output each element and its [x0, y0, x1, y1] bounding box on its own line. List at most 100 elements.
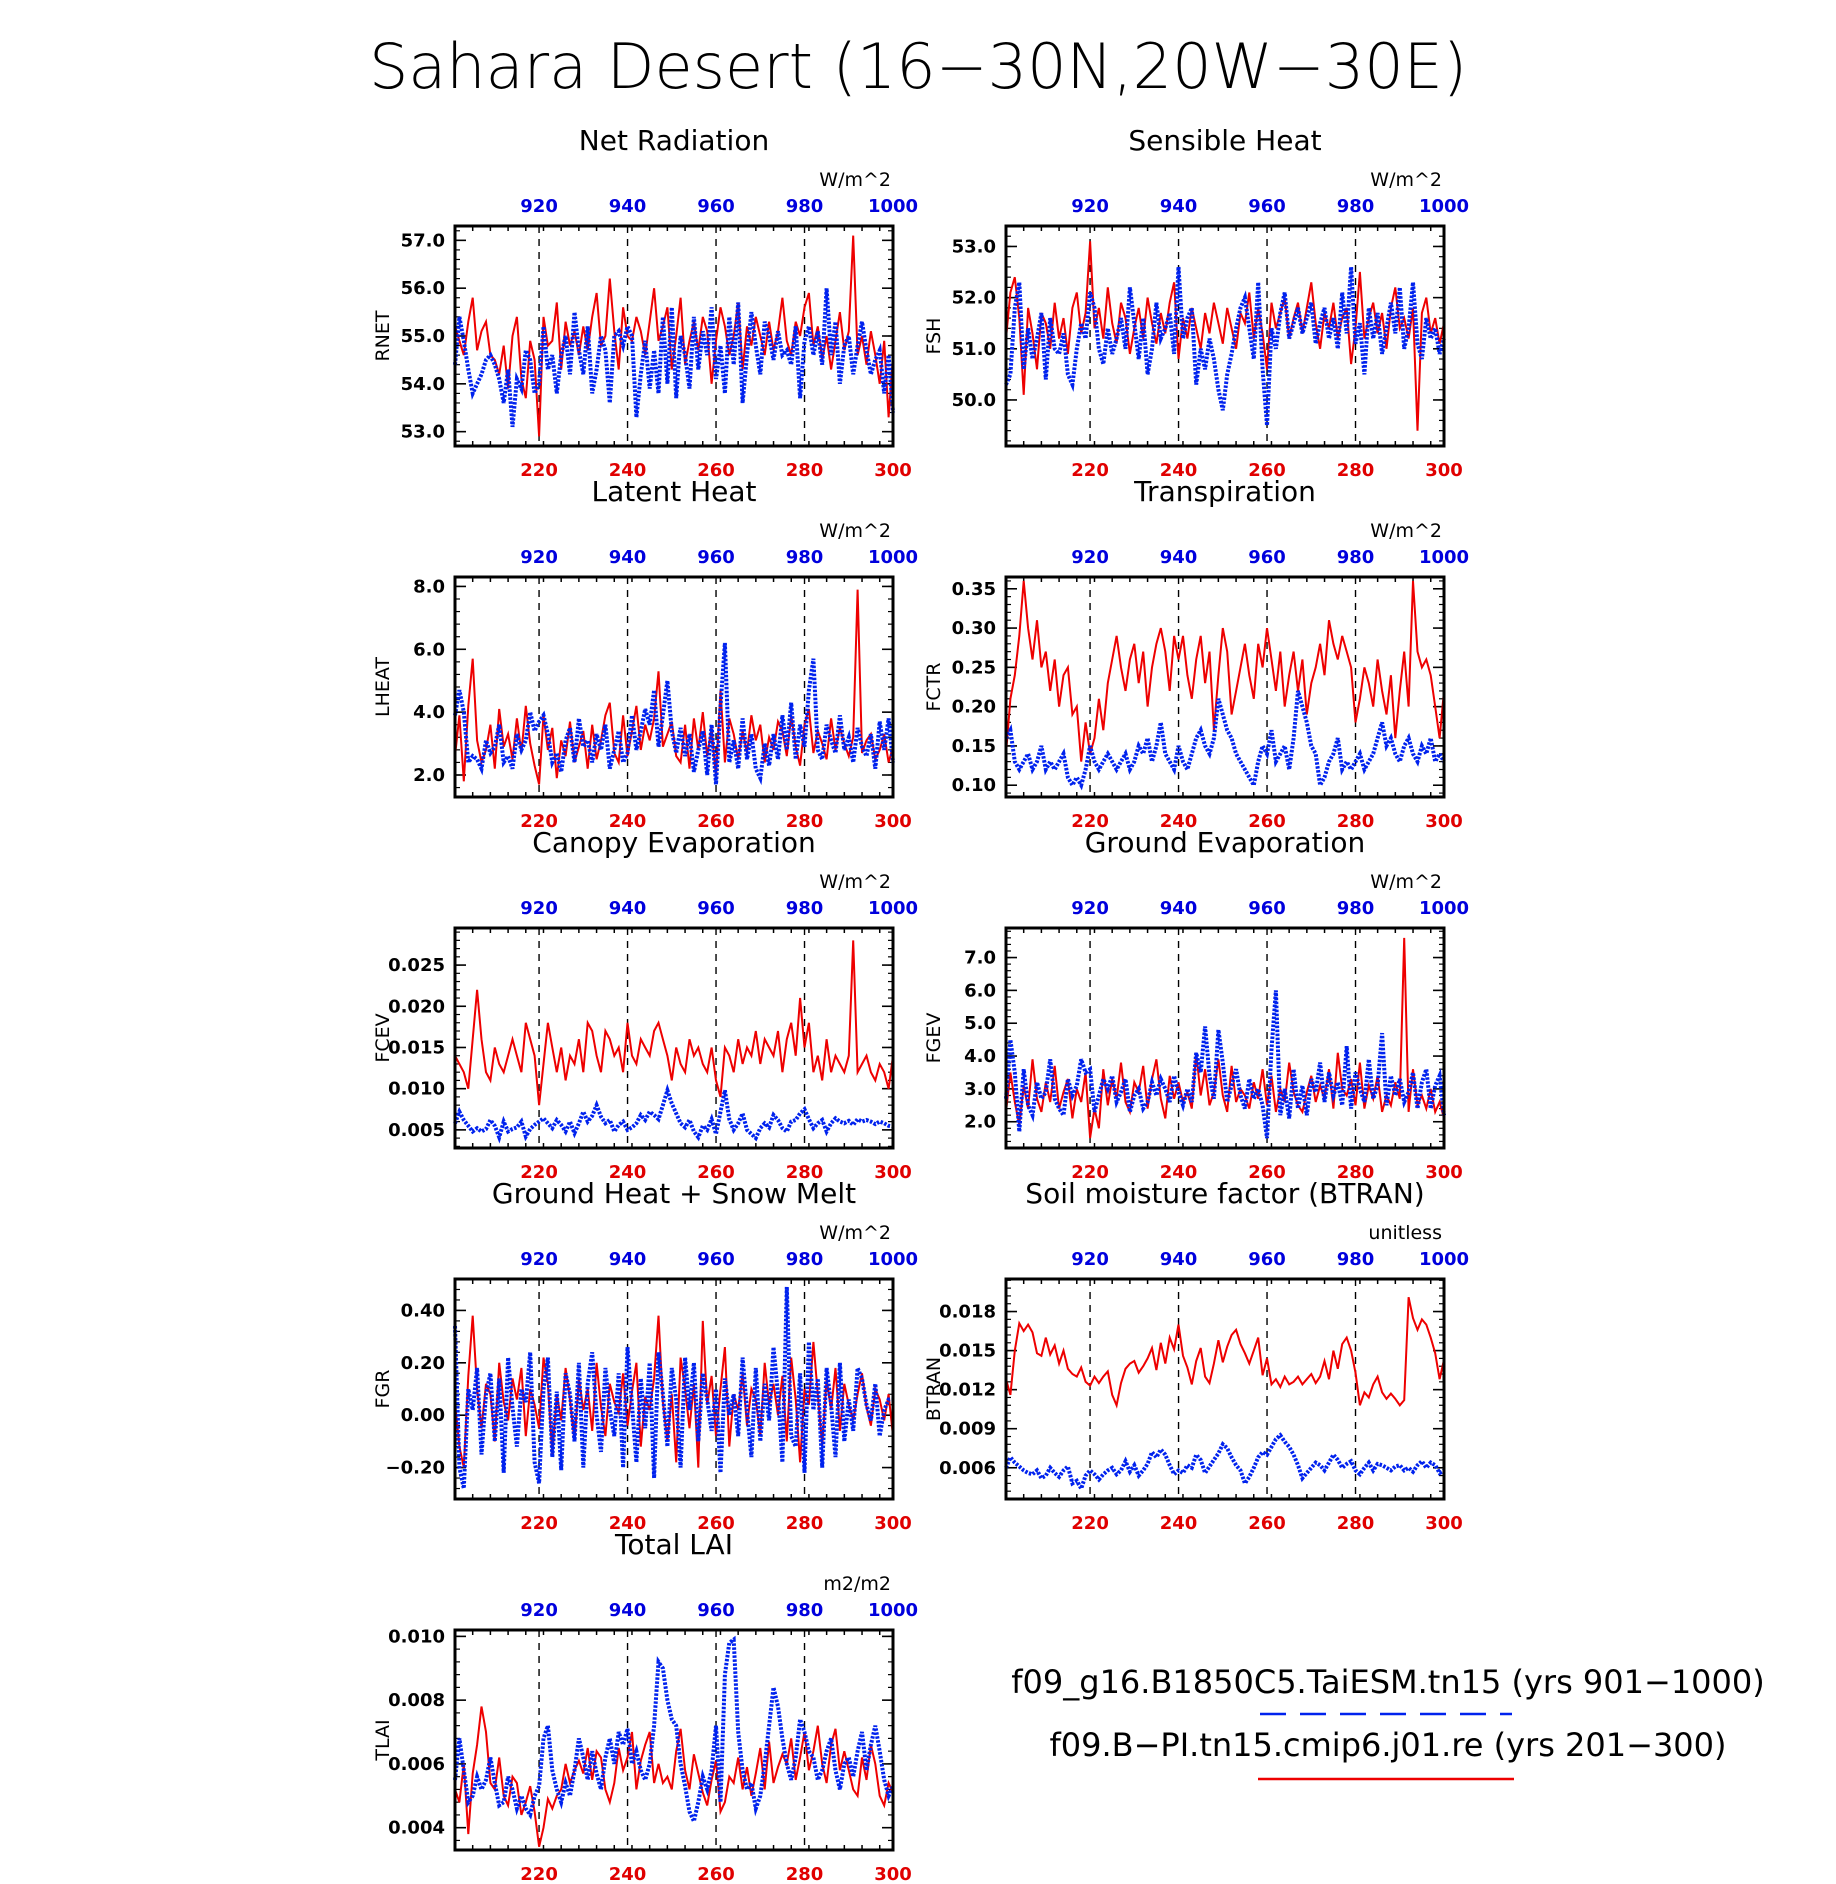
x-top-tick-label: 1000 — [868, 898, 918, 919]
y-tick-label: 5.0 — [964, 1013, 996, 1034]
x-top-tick-label: 960 — [697, 1249, 735, 1270]
y-tick-label: 0.006 — [388, 1754, 445, 1775]
x-top-tick-label: 940 — [1160, 547, 1198, 568]
x-tick-label: 240 — [609, 1864, 647, 1884]
y-tick-label: 0.10 — [952, 775, 996, 796]
x-top-tick-label: 920 — [1071, 547, 1109, 568]
y-tick-label: 0.010 — [388, 1626, 445, 1647]
x-top-tick-label: 920 — [520, 898, 558, 919]
plot-frame — [453, 1628, 895, 1852]
y-tick-label: 0.30 — [952, 618, 996, 639]
panel-title: Net Radiation — [579, 124, 769, 157]
x-tick-label: 240 — [609, 1513, 647, 1534]
x-tick-label: 280 — [1337, 1162, 1375, 1183]
x-top-tick-label: 960 — [697, 1600, 735, 1621]
y-tick-label: 0.15 — [952, 736, 996, 757]
series-line-blue — [1004, 266, 1446, 426]
x-tick-label: 220 — [520, 1162, 558, 1183]
x-tick-label: 240 — [1160, 811, 1198, 832]
y-tick-label: 55.0 — [401, 326, 445, 347]
x-top-tick-label: 980 — [1337, 547, 1375, 568]
x-tick-label: 300 — [1425, 1513, 1463, 1534]
y-tick-label: 2.0 — [413, 765, 445, 786]
panel-title: Canopy Evaporation — [532, 826, 815, 859]
x-top-tick-label: 960 — [1248, 898, 1286, 919]
series-line-red — [454, 940, 894, 1106]
panel-title: Total LAI — [614, 1528, 733, 1561]
x-top-tick-label: 980 — [1337, 898, 1375, 919]
x-top-tick-label: 920 — [520, 547, 558, 568]
legend-red-label: f09.B−PI.tn15.cmip6.j01.re (yrs 201−300) — [1049, 1726, 1726, 1764]
series-line-red — [1005, 937, 1445, 1139]
x-tick-label: 260 — [697, 1162, 735, 1183]
x-top-tick-label: 960 — [1248, 196, 1286, 217]
x-top-tick-label: 920 — [520, 196, 558, 217]
x-tick-label: 280 — [786, 1513, 824, 1534]
y-tick-label: 0.010 — [388, 1079, 445, 1100]
y-axis-label: FCTR — [923, 662, 945, 711]
y-tick-label: 0.006 — [939, 1458, 996, 1479]
x-top-tick-label: 980 — [1337, 196, 1375, 217]
plot-frame — [453, 1277, 895, 1501]
y-axis-label: BTRAN — [923, 1357, 945, 1421]
units-label: W/m^2 — [819, 169, 891, 191]
x-tick-label: 260 — [697, 1513, 735, 1534]
series-line-red — [454, 589, 894, 785]
x-tick-label: 300 — [874, 811, 912, 832]
y-tick-label: 0.008 — [388, 1690, 445, 1711]
x-tick-label: 280 — [786, 811, 824, 832]
x-top-tick-label: 1000 — [868, 547, 918, 568]
series-line-blue — [453, 288, 895, 428]
x-tick-label: 260 — [1248, 811, 1286, 832]
x-tick-label: 220 — [1071, 1513, 1109, 1534]
y-tick-label: 4.0 — [413, 702, 445, 723]
y-tick-label: 2.0 — [964, 1112, 996, 1133]
x-tick-label: 280 — [1337, 1513, 1375, 1534]
x-top-tick-label: 960 — [697, 898, 735, 919]
x-tick-label: 260 — [1248, 460, 1286, 481]
y-axis-label: LHEAT — [372, 657, 394, 717]
y-tick-label: 7.0 — [964, 948, 996, 969]
x-tick-label: 220 — [520, 1513, 558, 1534]
x-top-tick-label: 920 — [1071, 1249, 1109, 1270]
series-line-blue — [1004, 690, 1446, 792]
x-tick-label: 300 — [1425, 460, 1463, 481]
x-tick-label: 300 — [874, 1162, 912, 1183]
x-tick-label: 300 — [874, 1864, 912, 1884]
x-tick-label: 220 — [1071, 1162, 1109, 1183]
y-tick-label: 51.0 — [952, 339, 996, 360]
y-tick-label: 0.018 — [939, 1302, 996, 1323]
x-top-tick-label: 1000 — [1419, 196, 1469, 217]
legend-blue-label: f09_g16.B1850C5.TaiESM.tn15 (yrs 901−100… — [1011, 1663, 1764, 1701]
x-tick-label: 240 — [1160, 460, 1198, 481]
x-top-tick-label: 940 — [1160, 898, 1198, 919]
units-label: W/m^2 — [1370, 520, 1442, 542]
x-tick-label: 240 — [609, 460, 647, 481]
x-top-tick-label: 960 — [1248, 1249, 1286, 1270]
units-label: W/m^2 — [1370, 169, 1442, 191]
x-tick-label: 240 — [609, 811, 647, 832]
x-top-tick-label: 920 — [520, 1600, 558, 1621]
x-top-tick-label: 980 — [786, 196, 824, 217]
series-line-blue — [453, 1286, 893, 1489]
x-top-tick-label: 1000 — [1419, 898, 1469, 919]
x-top-tick-label: 940 — [609, 1249, 647, 1270]
x-tick-label: 280 — [1337, 811, 1375, 832]
units-label: unitless — [1368, 1222, 1442, 1244]
x-top-tick-label: 980 — [786, 1600, 824, 1621]
y-tick-label: 3.0 — [964, 1079, 996, 1100]
legend: f09_g16.B1850C5.TaiESM.tn15 (yrs 901−100… — [1011, 1663, 1765, 1781]
panel-sensible-heat: Sensible Heat W/m^2 FSH 220 240 260 280 300 920 9… — [923, 124, 1469, 481]
y-tick-label: 4.0 — [964, 1046, 996, 1067]
series-line-red — [1005, 580, 1445, 762]
panels-container: Net Radiation W/m^2 RNET 220 240 260 280 300 920… — [372, 124, 1469, 1884]
x-top-tick-label: 1000 — [1419, 1249, 1469, 1270]
figure-title: Sahara Desert (16−30N,20W−30E) — [369, 30, 1467, 103]
panel-title: Latent Heat — [591, 475, 756, 508]
y-axis-label: FSH — [923, 318, 945, 355]
plot-frame — [1004, 1277, 1446, 1501]
y-tick-label: 56.0 — [401, 278, 445, 299]
panel-soil-moisture-factor-btran: Soil moisture factor (BTRAN) unitless BTRA… — [923, 1177, 1469, 1534]
y-tick-label: 6.0 — [964, 980, 996, 1001]
